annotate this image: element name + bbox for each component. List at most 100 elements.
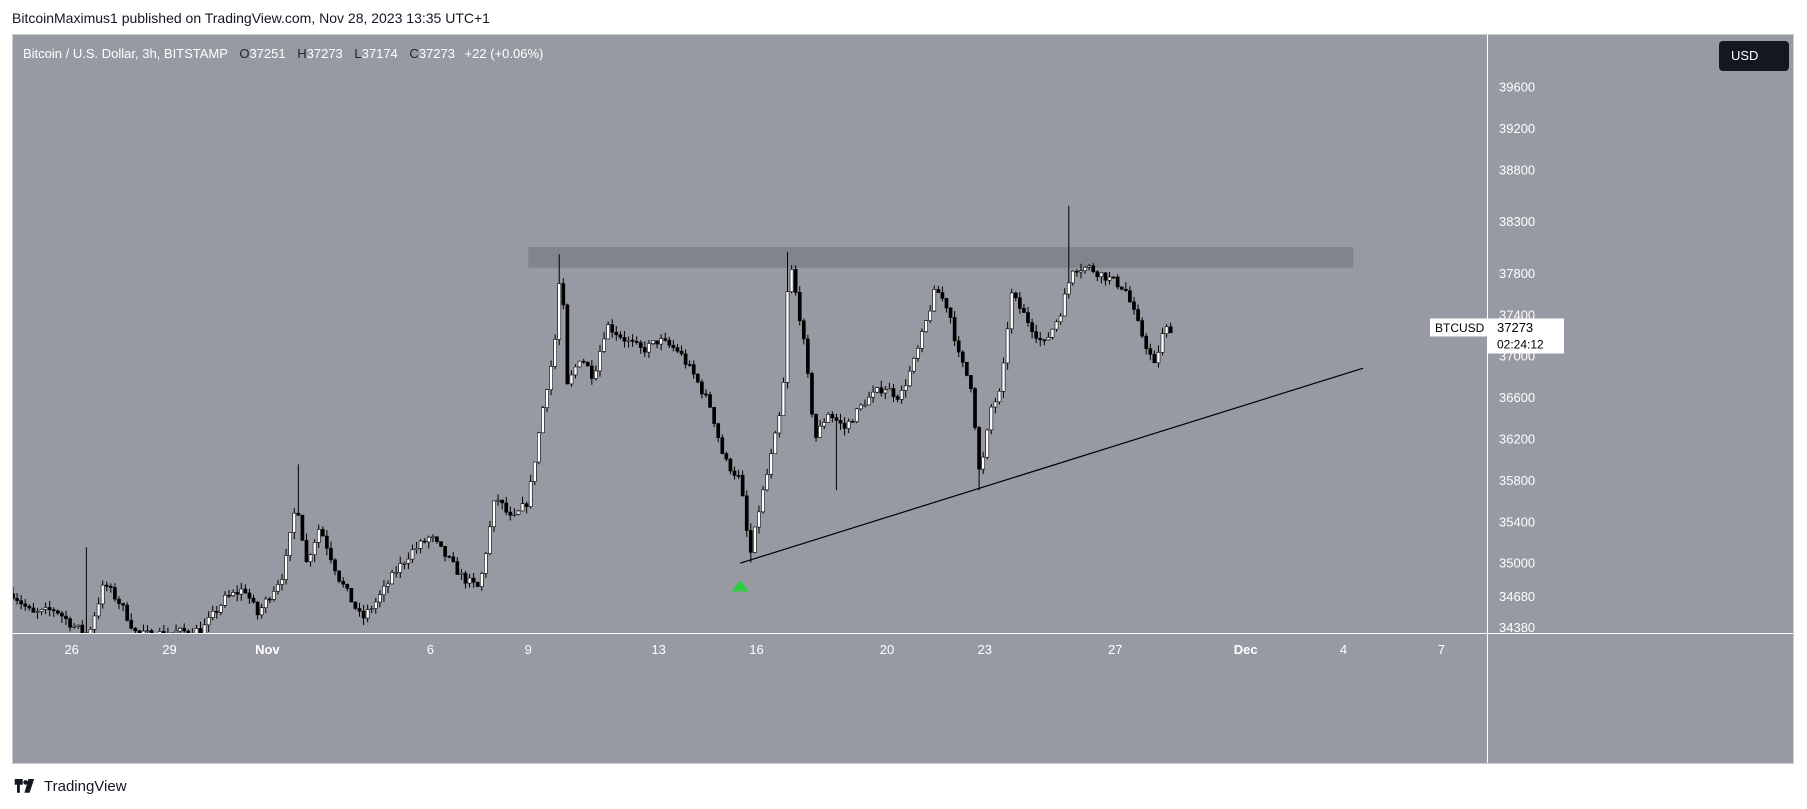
bar-countdown: 02:24:12 bbox=[1497, 337, 1544, 351]
candle-down bbox=[325, 535, 329, 549]
currency-button[interactable]: USD bbox=[1719, 41, 1789, 71]
candle-down bbox=[1091, 265, 1096, 273]
candle-down bbox=[842, 422, 847, 429]
candle-down bbox=[304, 540, 309, 562]
x-tick-label: 23 bbox=[978, 642, 992, 657]
candle-down bbox=[687, 364, 692, 366]
candle-down bbox=[675, 347, 680, 352]
x-tick-label: 4 bbox=[1340, 642, 1347, 657]
legend-high-value: 37273 bbox=[306, 46, 343, 61]
candle-down bbox=[590, 365, 594, 379]
candle-down bbox=[561, 283, 566, 306]
candle-down bbox=[834, 417, 839, 421]
legend-close-value: 37273 bbox=[418, 46, 455, 61]
candle-down bbox=[1144, 335, 1149, 349]
candle-up bbox=[854, 408, 859, 422]
candle-up bbox=[272, 590, 276, 600]
candle-down bbox=[1123, 288, 1128, 291]
x-tick-label: 6 bbox=[427, 642, 434, 657]
candle-up bbox=[907, 370, 912, 387]
candle-up bbox=[916, 347, 920, 359]
candle-down bbox=[422, 540, 427, 543]
last-price-tag: BTCUSD 37273 02:24:12 bbox=[1430, 318, 1564, 354]
candle-down bbox=[810, 373, 814, 415]
candle-up bbox=[528, 481, 533, 507]
candle-down bbox=[663, 338, 668, 341]
candle-down bbox=[1140, 320, 1144, 337]
candle-down bbox=[117, 598, 121, 604]
candle-up bbox=[1066, 282, 1071, 295]
candle-down bbox=[630, 339, 635, 342]
candle-up bbox=[1050, 328, 1055, 338]
candle-up bbox=[883, 389, 888, 394]
candle-up bbox=[985, 429, 990, 458]
legend-open-label: O bbox=[239, 46, 250, 61]
candle-down bbox=[948, 307, 953, 318]
candle-down bbox=[638, 342, 643, 348]
candle-down bbox=[337, 570, 341, 582]
candle-up bbox=[765, 474, 769, 491]
candle-down bbox=[1132, 301, 1136, 310]
candle-down bbox=[524, 503, 529, 507]
candle-down bbox=[333, 559, 337, 572]
candle-down bbox=[1022, 308, 1026, 313]
x-tick-label: Dec bbox=[1234, 642, 1258, 657]
candle-down bbox=[1168, 326, 1173, 334]
candle-up bbox=[594, 370, 598, 379]
candle-up bbox=[231, 592, 235, 596]
candle-up bbox=[769, 453, 774, 475]
brand[interactable]: TradingView bbox=[12, 778, 127, 795]
candle-up bbox=[406, 558, 411, 564]
candle-down bbox=[1103, 272, 1108, 281]
candle-up bbox=[932, 289, 937, 312]
candle-up bbox=[532, 461, 537, 482]
candle-down bbox=[1018, 297, 1022, 309]
candle-down bbox=[814, 413, 818, 438]
candle-down bbox=[956, 340, 961, 353]
candle-up bbox=[39, 609, 44, 612]
candle-down bbox=[618, 334, 623, 338]
candle-up bbox=[1058, 315, 1063, 323]
candle-down bbox=[64, 615, 68, 620]
candle-down bbox=[973, 388, 977, 428]
candle-down bbox=[736, 475, 741, 477]
price-tag-symbol-box bbox=[1430, 318, 1487, 337]
y-tick-label: 38300 bbox=[1499, 214, 1535, 229]
candle-down bbox=[1111, 276, 1116, 279]
candle-down bbox=[129, 620, 134, 629]
candle-down bbox=[1115, 276, 1120, 288]
candle-up bbox=[789, 269, 794, 293]
candle-up bbox=[545, 389, 549, 408]
candle-up bbox=[899, 390, 904, 400]
candle-down bbox=[704, 393, 708, 396]
support-trendline bbox=[740, 367, 1364, 564]
candle-up bbox=[239, 588, 244, 595]
candle-down bbox=[565, 304, 570, 385]
chart-frame[interactable]: 34380 34680 35000 35400 35800 36200 36600 37000… bbox=[12, 34, 1794, 764]
candle-up bbox=[365, 609, 370, 619]
candle-up bbox=[920, 331, 924, 349]
candle-up bbox=[1160, 333, 1165, 353]
candle-up bbox=[1054, 321, 1059, 330]
candle-up bbox=[418, 540, 423, 549]
candle-up bbox=[863, 404, 867, 407]
candle-down bbox=[671, 344, 676, 348]
y-tick-label: 35000 bbox=[1499, 556, 1535, 571]
candle-down bbox=[1095, 271, 1100, 277]
candle-down bbox=[1013, 292, 1018, 299]
candle-up bbox=[903, 385, 908, 391]
chart-canvas[interactable]: 3438034680350003540035800362003660037000… bbox=[13, 35, 1793, 763]
candle-down bbox=[801, 320, 806, 340]
candle-down bbox=[683, 353, 688, 365]
price-tag-value: 37273 bbox=[1497, 320, 1533, 335]
drawings-layer bbox=[731, 367, 1364, 592]
candle-up bbox=[1083, 266, 1087, 272]
candle-up bbox=[928, 310, 933, 321]
candle-down bbox=[806, 338, 810, 374]
x-tick-label: 13 bbox=[651, 642, 665, 657]
candle-down bbox=[1038, 337, 1043, 341]
candle-up bbox=[263, 598, 268, 609]
candle-down bbox=[952, 317, 957, 342]
candle-down bbox=[977, 427, 981, 470]
candle-up bbox=[402, 563, 407, 565]
